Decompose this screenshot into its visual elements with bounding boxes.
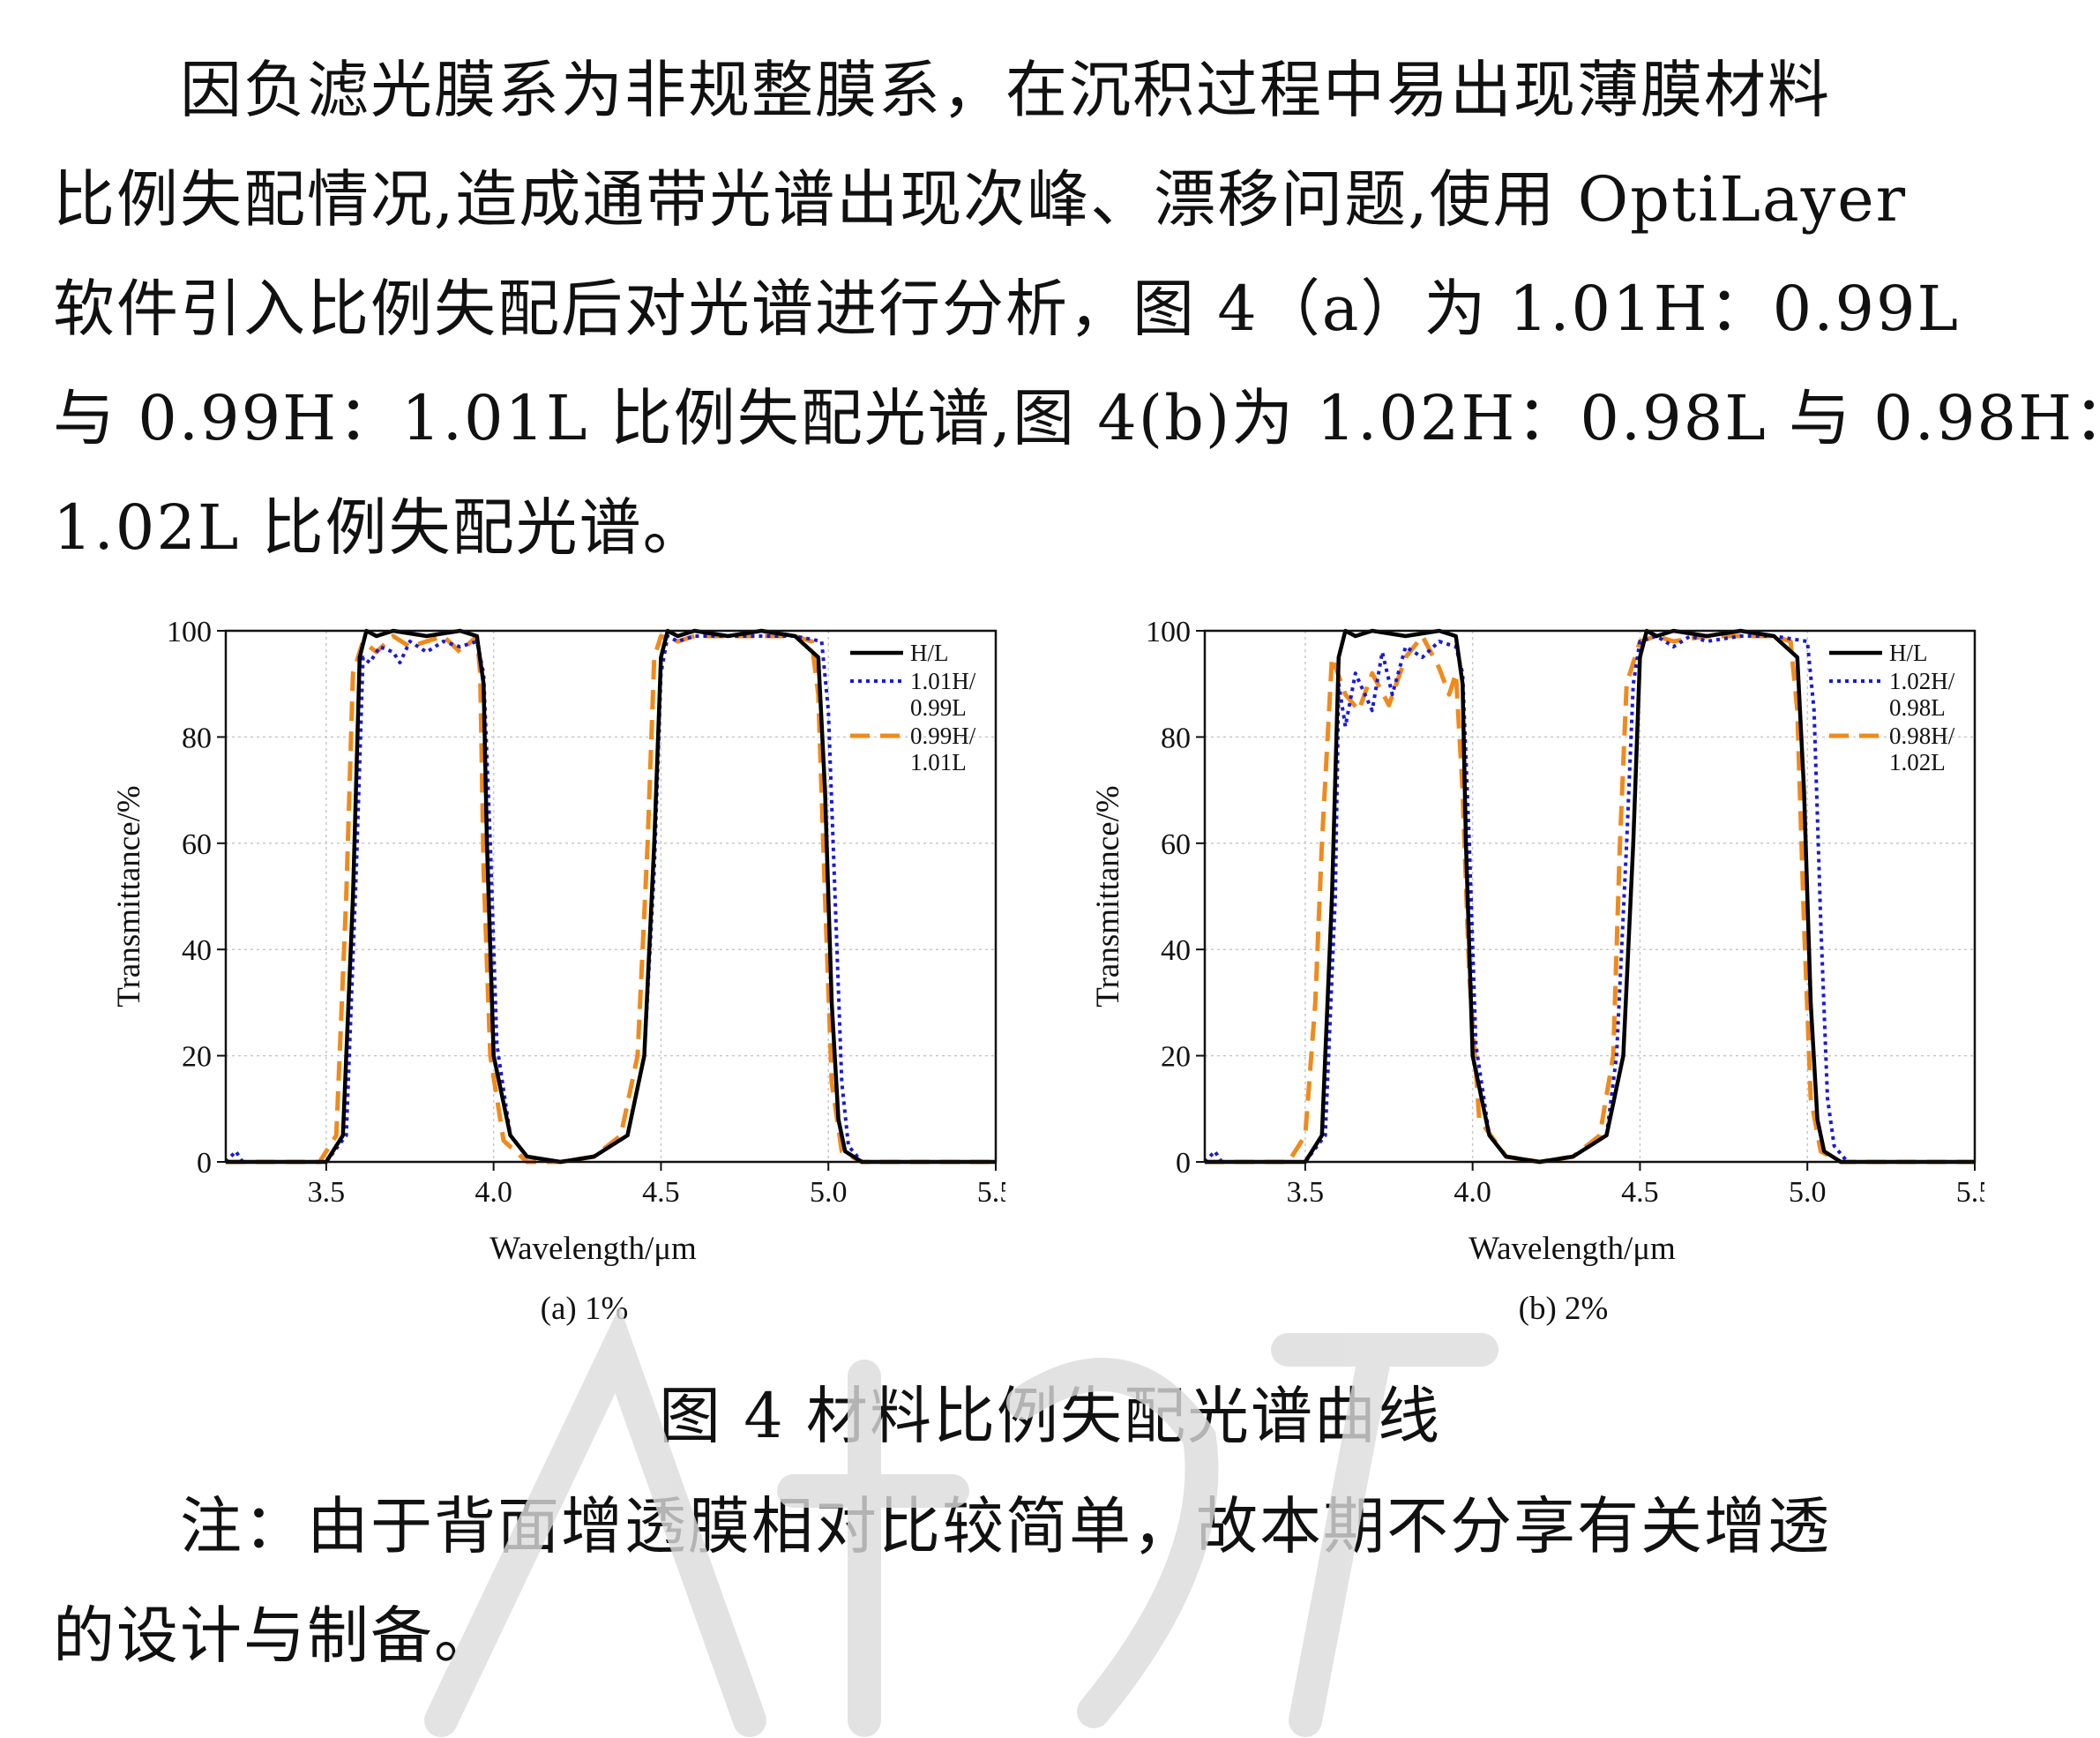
legend-label: 1.01L [910,749,967,775]
intro-paragraph: 因负滤光膜系为非规整膜系，在沉积过程中易出现薄膜材料 比例失配情况,造成通带光谱… [53,35,2100,582]
x-tick-label: 3.5 [1287,1176,1325,1209]
x-axis-label: Wavelength/μm [490,1231,697,1267]
y-tick-label: 60 [182,828,212,861]
paragraph-line: 的设计与制备。 [53,1599,497,1672]
chart-subtitle: (a) 1% [541,1291,629,1327]
x-tick-label: 5.0 [810,1176,848,1209]
x-tick-label: 5.0 [1789,1176,1826,1209]
note-paragraph: 注：由于背面增透膜相对比较简单，故本期不分享有关增透 的设计与制备。 [53,1472,2055,1690]
y-tick-label: 0 [197,1147,212,1180]
y-tick-label: 20 [1161,1041,1191,1074]
series-line-dotted [224,634,996,1164]
y-tick-label: 100 [1146,616,1191,648]
paragraph-line: 因负滤光膜系为非规整膜系，在沉积过程中易出现薄膜材料 [180,54,1831,126]
legend-label: H/L [910,640,949,666]
series-line-dashed [226,633,996,1165]
plot-frame [1203,629,1977,1164]
x-tick-label: 4.0 [475,1176,512,1209]
y-tick-label: 80 [182,722,212,754]
x-tick-label: 5.5 [977,1176,1005,1209]
chart-a: 3.5 4.0 4.5 5.0 5.5 0 20 40 60 80 100 Wavelength/μm… [111,616,1005,1327]
legend-label: 0.98H/ [1889,723,1955,749]
y-tick-label: 100 [167,616,212,648]
paragraph-line: 软件引入比例失配后对光谱进行分析，图 4（a）为 1.01H：0.99L [53,273,1961,345]
plot-frame [224,629,998,1164]
legend-label: H/L [1889,640,1928,666]
series-line-solid [226,628,996,1165]
paragraph-line: 与 0.99H：1.01L 比例失配光谱,图 4(b)为 1.02H：0.98L… [53,382,2100,454]
chart-subtitle: (b) 2% [1519,1291,1609,1327]
series-line-solid [1205,628,1975,1165]
y-tick-label: 20 [182,1041,212,1074]
legend-label: 0.99L [910,694,967,721]
y-tick-label: 0 [1176,1147,1191,1180]
x-tick-label: 5.5 [1956,1176,1984,1209]
y-tick-label: 40 [182,934,212,967]
x-tick-label: 4.0 [1454,1176,1491,1209]
figure-caption: 图 4 材料比例失配光谱曲线 [658,1380,1442,1452]
legend-label: 0.98L [1889,694,1946,721]
y-axis-label: Transmittance/% [111,785,147,1007]
paragraph-line: 1.02L 比例失配光谱。 [53,491,706,564]
x-axis-label: Wavelength/μm [1469,1231,1676,1267]
paragraph-line: 注：由于背面增透膜相对比较简单，故本期不分享有关增透 [180,1490,1831,1562]
y-tick-label: 80 [1161,722,1191,754]
y-tick-label: 40 [1161,934,1191,967]
x-tick-label: 3.5 [308,1176,346,1209]
series-line-dashed [1205,633,1975,1165]
legend-label: 0.99H/ [910,723,976,749]
series-line-dotted [1203,634,1975,1164]
chart-b: 3.5 4.0 4.5 5.0 5.5 0 20 40 60 80 100 Wavelength/μm… [1090,616,1984,1327]
y-tick-label: 60 [1161,828,1191,861]
legend-label: 1.02H/ [1889,668,1955,694]
legend-label: 1.02L [1889,749,1946,775]
x-tick-label: 4.5 [642,1176,680,1209]
y-axis-label: Transmittance/% [1090,785,1126,1007]
legend-label: 1.01H/ [910,668,976,694]
paragraph-line: 比例失配情况,造成通带光谱出现次峰、漂移问题,使用 OptiLayer [53,163,1908,236]
x-tick-label: 4.5 [1621,1176,1659,1209]
